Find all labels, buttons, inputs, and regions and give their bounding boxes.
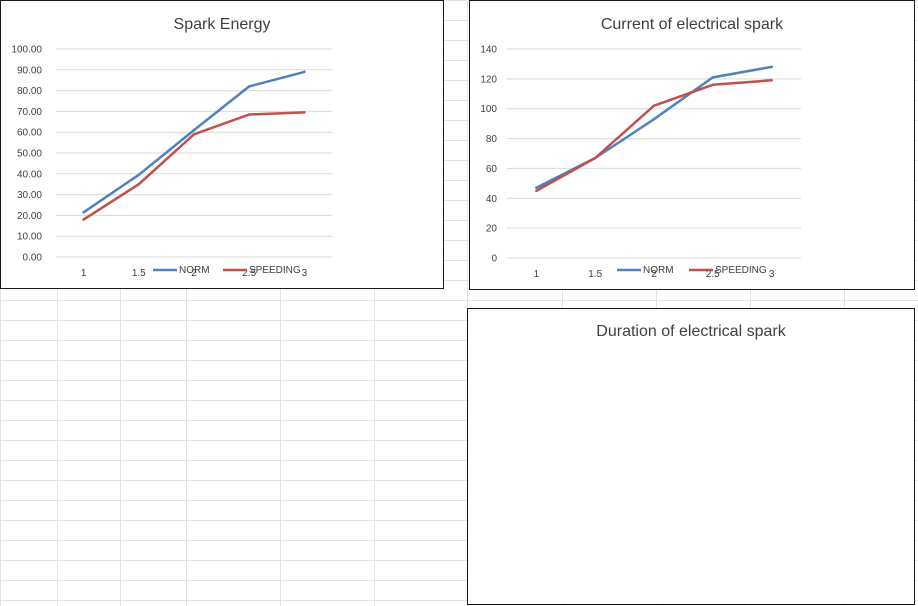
data-point-speeding [82, 218, 85, 221]
x-tick-label: 2.5 [706, 269, 720, 280]
series-line-speeding [535, 79, 773, 193]
series-line-speeding [82, 111, 306, 221]
x-tick-label: 3 [302, 268, 308, 279]
x-tick-label: 2 [651, 269, 657, 280]
y-tick-label: 80.00 [17, 86, 42, 97]
chart-title: Spark Energy [174, 16, 271, 33]
chart-duration-plot: Duration of electrical spark00.20.40.60.… [596, 323, 786, 340]
y-tick-label: 70.00 [17, 107, 42, 118]
data-point-norm [770, 65, 773, 69]
y-tick-label: 100 [480, 104, 497, 115]
y-tick-label: 140 [480, 45, 497, 56]
x-tick-label: 2 [191, 268, 197, 279]
legend-label-speeding: SPEEDING [715, 265, 767, 276]
data-point-speeding [248, 113, 251, 116]
data-point-norm [652, 117, 656, 121]
y-tick-label: 0 [491, 254, 497, 265]
chart-spark-energy-plot: Spark Energy 0.00 10.00 20.00 30.00 40.00 50.0… [11, 16, 332, 279]
x-tick-label: 1 [81, 268, 87, 279]
series-line-norm [82, 70, 306, 214]
y-tick-label: 80 [486, 134, 498, 145]
data-point-speeding [711, 83, 714, 87]
y-tick-label: 30.00 [17, 190, 42, 201]
y-tick-label: 20 [486, 224, 498, 235]
chart-title: Duration of electrical spark [596, 323, 786, 340]
y-tick-label: 10.00 [17, 232, 42, 243]
x-tick-label: 1.5 [588, 269, 602, 280]
data-point-speeding [137, 183, 140, 186]
data-point-speeding [303, 111, 306, 114]
x-tick-label: 1.5 [132, 268, 146, 279]
y-tick-label: 60 [486, 164, 498, 175]
data-point-norm [711, 76, 714, 79]
y-tick-label: 20.00 [17, 211, 42, 222]
chart-spark-energy[interactable]: Spark Energy 0.00 10.00 20.00 30.00 40.00 50.0… [0, 0, 444, 289]
y-tick-label: 40 [486, 194, 498, 205]
data-point-norm [535, 186, 538, 190]
chart-current-plot: Current of electrical spark 0 20 40 60 80 100 1… [480, 16, 801, 280]
y-tick-label: 0.00 [23, 253, 43, 264]
data-point-speeding [652, 104, 656, 107]
x-tick-label: 3 [769, 269, 775, 280]
chart-duration-electrical-spark[interactable]: Duration of electrical spark00.20.40.60.… [467, 308, 915, 605]
legend-label-speeding: SPEEDING [249, 265, 301, 276]
data-point-speeding [770, 79, 773, 82]
legend-label-norm: NORM [643, 265, 674, 276]
chart-current-electrical-spark[interactable]: Current of electrical spark 0 20 40 60 80 100 1… [469, 0, 915, 290]
data-point-norm [137, 173, 140, 177]
x-tick-label: 1 [534, 269, 540, 280]
y-tick-label: 40.00 [17, 169, 42, 180]
y-tick-label: 120 [480, 74, 497, 85]
data-point-speeding [192, 133, 196, 136]
y-tick-label: 60.00 [17, 128, 42, 139]
x-tick-label: 2.5 [242, 268, 256, 279]
legend-label-norm: NORM [179, 265, 210, 276]
data-point-norm [82, 211, 85, 214]
data-point-norm [248, 85, 251, 88]
y-tick-label: 100.00 [11, 45, 42, 56]
series-line-norm [535, 65, 773, 190]
data-point-norm [303, 70, 306, 74]
data-point-speeding [594, 156, 597, 160]
data-point-speeding [535, 189, 538, 193]
chart-title: Current of electrical spark [601, 16, 784, 33]
y-tick-label: 50.00 [17, 149, 42, 160]
y-tick-label: 90.00 [17, 65, 42, 76]
data-point-norm [192, 128, 196, 132]
